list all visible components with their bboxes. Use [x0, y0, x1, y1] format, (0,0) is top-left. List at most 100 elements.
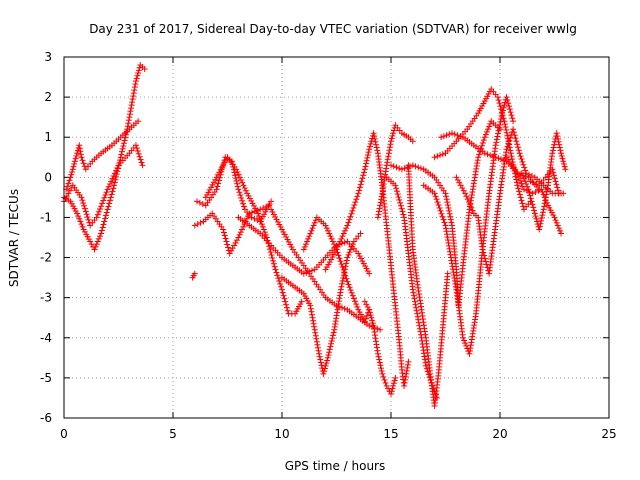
data-point: [226, 250, 233, 257]
data-point: [202, 194, 209, 201]
data-point: [221, 232, 228, 239]
data-point: [503, 129, 510, 136]
data-point: [205, 189, 212, 196]
data-point: [442, 190, 449, 197]
data-point: [307, 302, 314, 309]
data-point: [63, 193, 70, 200]
data-point: [513, 138, 520, 145]
data-point: [129, 99, 136, 106]
data-point: [500, 115, 507, 122]
data-point: [345, 281, 352, 288]
data-point: [108, 178, 115, 185]
data-point: [250, 202, 257, 209]
data-point: [416, 322, 423, 329]
data-point: [87, 238, 94, 245]
data-point: [281, 231, 288, 238]
data-point: [501, 118, 508, 125]
data-point: [509, 115, 516, 122]
data-point: [459, 185, 466, 192]
data-point: [486, 123, 493, 130]
data-point: [482, 255, 489, 262]
data-point: [511, 132, 518, 139]
data-point: [369, 320, 376, 327]
data-point: [310, 317, 317, 324]
data-point: [95, 235, 102, 242]
data-point: [281, 295, 288, 302]
data-point: [141, 66, 148, 73]
data-point: [495, 97, 502, 104]
data-point: [233, 166, 240, 173]
data-point: [412, 301, 419, 308]
data-point: [350, 204, 357, 211]
data-point: [554, 133, 561, 140]
data-point: [496, 124, 503, 131]
data-point: [102, 212, 109, 219]
data-point: [243, 215, 250, 222]
data-point: [353, 196, 360, 203]
data-point: [551, 214, 558, 221]
data-point: [103, 209, 110, 216]
data-point: [287, 241, 294, 248]
data-point: [298, 298, 305, 305]
data-point: [257, 206, 264, 213]
data-point: [98, 227, 105, 234]
data-point: [443, 193, 450, 200]
data-point: [463, 342, 470, 349]
data-point: [522, 167, 529, 174]
data-point: [113, 167, 120, 174]
data-point: [388, 388, 395, 395]
data-point: [72, 155, 79, 162]
data-point: [409, 286, 416, 293]
data-point: [531, 207, 538, 214]
data-point: [433, 196, 440, 203]
data-point: [437, 152, 444, 159]
data-point: [110, 172, 117, 179]
data-point: [267, 249, 274, 256]
data-point: [556, 141, 563, 148]
data-point: [377, 199, 384, 206]
data-point: [330, 332, 337, 339]
data-point: [478, 142, 485, 149]
data-point: [114, 164, 121, 171]
data-point: [136, 64, 143, 71]
data-point: [428, 380, 435, 387]
data-point: [539, 189, 546, 196]
data-point: [349, 241, 356, 248]
data-point: [248, 197, 255, 204]
data-point: [277, 223, 284, 230]
data-point: [465, 198, 472, 205]
data-point: [330, 329, 337, 336]
data-point: [111, 170, 118, 177]
data-point: [453, 174, 460, 181]
data-point: [410, 289, 417, 296]
data-point: [398, 166, 405, 173]
data-point: [354, 193, 361, 200]
data-point: [111, 182, 118, 189]
data-point: [364, 154, 371, 161]
data-point: [411, 295, 418, 302]
data-point: [389, 385, 396, 392]
data-point: [236, 174, 243, 181]
data-point: [417, 165, 424, 172]
data-point: [384, 156, 391, 163]
data-point: [356, 253, 363, 260]
data-point: [196, 199, 203, 206]
data-point: [301, 243, 308, 250]
data-point: [347, 287, 354, 294]
data-point: [542, 194, 549, 201]
data-point: [495, 130, 502, 137]
data-point: [523, 181, 530, 188]
data-point: [346, 284, 353, 291]
data-point: [274, 272, 281, 279]
data-point: [329, 254, 336, 261]
data-point: [507, 147, 514, 154]
data-point: [334, 243, 341, 250]
data-point: [363, 160, 370, 167]
data-point: [347, 213, 354, 220]
data-point: [446, 207, 453, 214]
data-point: [260, 205, 267, 212]
data-point: [121, 137, 128, 144]
data-point: [232, 172, 239, 179]
data-point: [308, 311, 315, 318]
data-point: [132, 78, 139, 85]
